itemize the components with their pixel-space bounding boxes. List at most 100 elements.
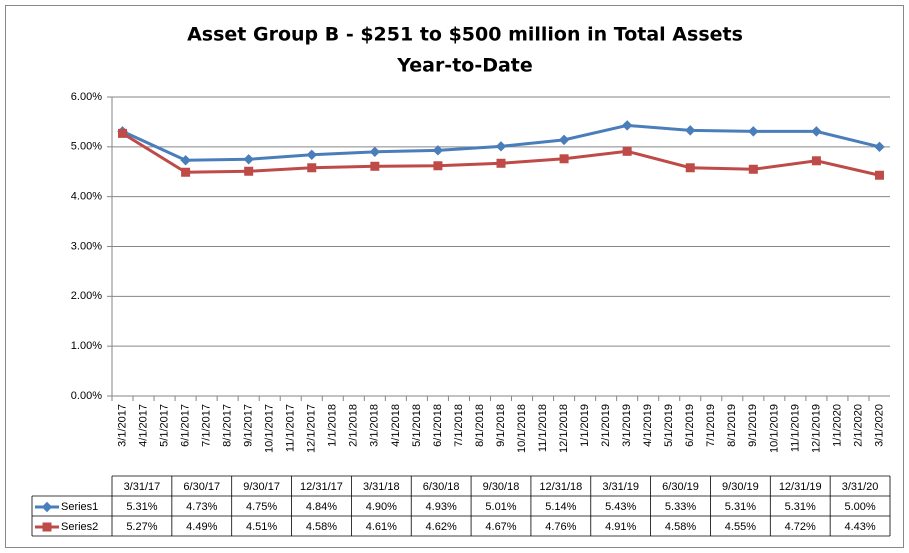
point [811,126,822,137]
y-tick-label: 1.00% [71,340,102,352]
chart-subtitle: Year-to-Date [396,55,533,77]
x-tick-label: 9/1/2017 [243,404,255,447]
point [622,146,632,156]
x-tick-label: 8/1/2019 [726,404,738,447]
point [874,141,885,153]
legend-label: Series1 [61,501,98,513]
x-tick-label: 12/1/2018 [558,404,570,453]
legend-marker [42,522,52,532]
table-value: 5.14% [545,501,576,513]
y-tick-label: 6.00% [71,91,102,103]
point [432,145,444,156]
point [118,128,128,138]
y-tick-label: 3.00% [71,240,102,252]
x-tick-label: 8/1/2018 [474,404,486,447]
x-tick-label: 3/1/2019 [621,404,633,447]
table-value: 5.00% [844,501,875,513]
x-tick-label: 1/1/2019 [579,404,591,447]
point [558,134,570,146]
x-tick-label: 11/1/2019 [789,404,801,452]
point [685,125,696,136]
table-value: 4.43% [844,521,875,533]
table-value: 4.67% [485,521,516,533]
table-header: 12/31/19 [779,481,822,493]
x-tick-label: 3/1/2020 [873,404,885,447]
y-tick-label: 2.00% [71,290,102,302]
table-value: 5.01% [485,501,516,513]
legend-label: Series2 [61,521,98,533]
point [369,146,381,158]
table-value: 4.55% [725,521,756,533]
point [748,164,758,174]
table-value: 4.84% [306,501,337,513]
x-tick-label: 6/1/2018 [432,404,444,447]
table-header: 9/30/18 [483,481,520,493]
point [244,166,254,176]
table-header: 12/31/17 [300,481,343,493]
x-tick-label: 7/1/2017 [201,404,213,447]
point [243,154,254,165]
x-tick-label: 3/1/2018 [369,404,381,447]
point [495,141,507,152]
x-tick-label: 1/1/2018 [327,404,339,447]
x-tick-label: 5/1/2017 [158,404,170,447]
x-tick-label: 7/1/2019 [705,404,717,447]
x-tick-label: 5/1/2019 [663,404,675,447]
table-header: 3/31/19 [602,481,639,493]
table-header: 6/30/19 [662,481,699,493]
point [433,161,443,171]
table-header: 6/30/18 [423,481,460,493]
point [559,154,569,164]
table-value: 4.90% [366,501,397,513]
table-value: 4.72% [785,521,816,533]
x-tick-label: 5/1/2018 [411,404,423,447]
x-tick-label: 2/1/2018 [348,404,360,447]
point [496,158,506,168]
x-tick-label: 9/1/2019 [747,404,759,447]
table-value: 4.49% [186,521,217,533]
table-value: 4.91% [605,521,636,533]
table-value: 5.31% [126,501,157,513]
legend-marker [41,501,53,513]
point [874,170,884,180]
point [181,167,191,177]
x-tick-label: 1/1/2020 [831,404,843,447]
y-tick-label: 0.00% [71,390,102,402]
x-tick-label: 11/1/2017 [285,404,297,452]
chart-title: Asset Group B - $251 to $500 million in … [187,24,743,46]
x-tick-label: 3/1/2017 [116,404,128,447]
table-value: 5.33% [665,501,696,513]
x-tick-label: 12/1/2019 [810,404,822,453]
x-tick-label: 4/1/2017 [137,404,149,447]
table-header: 9/30/19 [722,481,759,493]
table-header: 9/30/17 [243,481,280,493]
x-tick-label: 4/1/2019 [642,404,654,447]
point [748,126,759,137]
table-value: 4.51% [246,521,277,533]
x-tick-label: 12/1/2017 [306,404,318,453]
x-tick-label: 10/1/2018 [516,404,528,453]
table-value: 4.75% [246,501,277,513]
table-header: 12/31/18 [539,481,582,493]
table-value: 4.73% [186,501,217,513]
table-header: 6/30/17 [183,481,220,493]
point [811,156,821,166]
table-value: 4.62% [426,521,457,533]
chart-border [5,5,904,548]
table-header: 3/31/18 [363,481,400,493]
x-tick-label: 6/1/2017 [180,404,192,447]
y-tick-label: 4.00% [71,191,102,203]
point [685,163,695,173]
table-value: 5.31% [785,501,816,513]
table-header: 3/31/20 [842,481,879,493]
table-value: 5.43% [605,501,636,513]
x-tick-label: 6/1/2019 [684,404,696,447]
point [370,161,380,171]
point [621,120,633,131]
point [180,155,191,166]
table-header: 3/31/17 [124,481,161,493]
table-value: 4.76% [545,521,576,533]
point [306,149,317,161]
